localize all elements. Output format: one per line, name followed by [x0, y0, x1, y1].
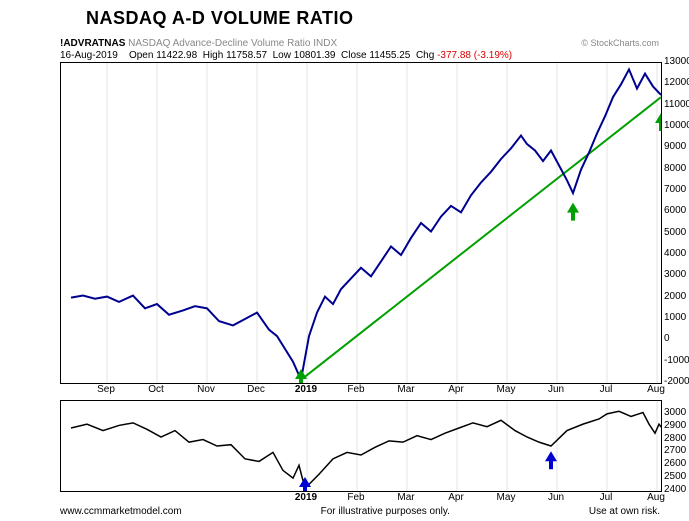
main-chart-svg: [61, 63, 661, 383]
chart-container: NASDAQ A-D VOLUME RATIO !ADVRATNAS NASDA…: [0, 0, 689, 521]
subtitle-row: !ADVRATNAS NASDAQ Advance-Decline Volume…: [60, 38, 337, 49]
ticker-symbol: !ADVRATNAS: [60, 38, 125, 49]
footer-url: www.ccmmarketmodel.com: [60, 506, 182, 517]
footer-disclaimer: For illustrative purposes only.: [321, 506, 450, 517]
main-title: NASDAQ A-D VOLUME RATIO: [86, 8, 354, 29]
ohlc-row: 16-Aug-2019 Open 11422.98 High 11758.57 …: [60, 50, 512, 61]
sp500-chart-svg: [61, 401, 661, 491]
source-label: © StockCharts.com: [581, 38, 659, 48]
main-chart: [60, 62, 662, 384]
date-label: 16-Aug-2019: [60, 50, 118, 61]
ticker-desc: NASDAQ Advance-Decline Volume Ratio INDX: [128, 38, 337, 49]
sp500-chart: [60, 400, 662, 492]
footer: www.ccmmarketmodel.com For illustrative …: [60, 506, 660, 517]
footer-risk: Use at own risk.: [589, 506, 660, 517]
